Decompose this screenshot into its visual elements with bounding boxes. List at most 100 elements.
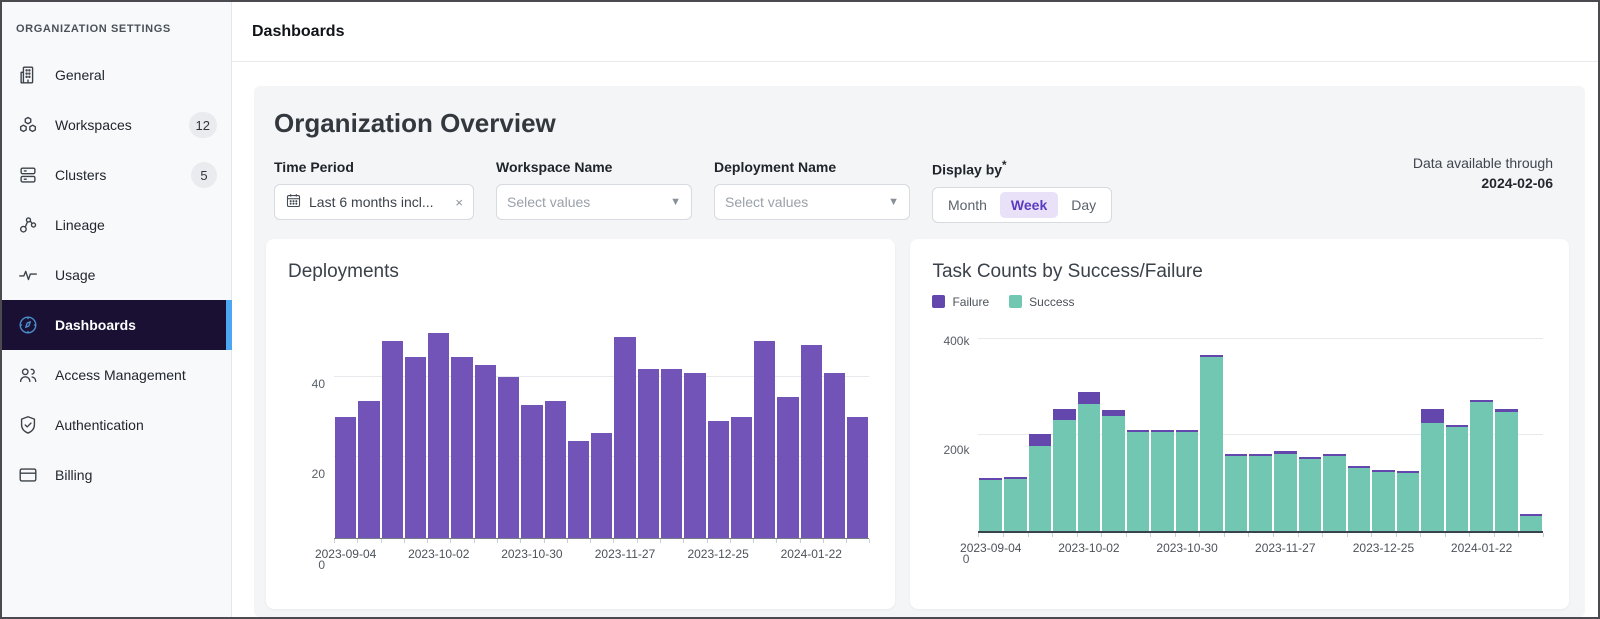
sidebar-item-authentication[interactable]: Authentication — [2, 400, 231, 450]
y-tick-label: 0 — [318, 557, 325, 572]
sidebar-item-label: Lineage — [55, 217, 105, 233]
bar — [1347, 325, 1371, 531]
bar-segment-failure — [1274, 450, 1297, 455]
bar — [1494, 325, 1518, 531]
bar-segment-success — [1249, 455, 1273, 531]
people-icon — [16, 363, 40, 387]
display-by-week-button[interactable]: Week — [999, 191, 1059, 218]
y-axis: 0 20 40 — [288, 317, 334, 571]
x-tick-label: 2023-12-25 — [1352, 540, 1415, 555]
bar — [335, 317, 357, 538]
bar-segment-failure — [1323, 453, 1346, 456]
bar-segment-success — [1102, 415, 1125, 531]
x-tick-label: 2023-09-04 — [960, 540, 1022, 555]
page-title: Dashboards — [252, 22, 345, 40]
bar — [1298, 325, 1322, 531]
plot-area — [978, 325, 1543, 533]
bar-segment-deployments — [637, 368, 659, 538]
legend-item-success: Success — [1009, 295, 1075, 309]
display-by-day-button[interactable]: Day — [1060, 192, 1107, 218]
deployments-chart-title: Deployments — [288, 260, 399, 282]
sidebar-item-access-management[interactable]: Access Management — [2, 350, 231, 400]
data-available-text: Data available through — [1412, 155, 1553, 171]
card-icon — [16, 463, 40, 487]
bar-segment-failure — [1151, 429, 1174, 432]
bar-segment-deployments — [474, 364, 496, 538]
bar-segment-success — [1151, 431, 1174, 531]
legend-swatch — [1009, 295, 1023, 309]
bar — [358, 317, 380, 538]
bar — [1053, 325, 1076, 531]
bar — [1421, 325, 1444, 531]
required-mark: * — [1002, 159, 1007, 172]
charts-row: Deployments 0 20 40 2023-09-04 2023-10-02 20… — [266, 238, 1569, 609]
bar — [1445, 325, 1469, 531]
bar — [684, 317, 706, 538]
x-axis-labels: 2023-09-04 2023-10-02 2023-10-30 2023-11-27… — [315, 546, 869, 565]
deployment-filter: Deployment Name Select values ▼ — [714, 159, 910, 220]
sidebar-item-general[interactable]: General — [2, 50, 231, 100]
bar-segment-failure — [1053, 409, 1076, 420]
chevron-down-icon: ▼ — [670, 196, 681, 208]
bar-segment-deployments — [823, 372, 846, 538]
bar — [1004, 325, 1027, 531]
gridline — [978, 433, 1543, 435]
bar — [730, 317, 753, 538]
organization-overview-panel: Organization Overview Time Period Last 6… — [254, 86, 1585, 617]
bar-segment-failure — [1396, 471, 1420, 474]
sidebar-item-dashboards[interactable]: Dashboards — [2, 300, 232, 350]
bar — [591, 317, 613, 538]
bar-segment-success — [1347, 467, 1371, 531]
bar — [1372, 325, 1395, 531]
x-tick-label: 2023-10-02 — [408, 546, 470, 561]
sidebar-item-usage[interactable]: Usage — [2, 250, 231, 300]
bar-segment-deployments — [684, 372, 706, 538]
bar — [1323, 325, 1346, 531]
time-period-label: Time Period — [274, 159, 354, 175]
chart-legend: Failure Success — [932, 295, 1543, 309]
clear-time-period-icon[interactable]: × — [455, 194, 463, 210]
bar-segment-failure — [1494, 409, 1518, 412]
bar — [800, 317, 822, 538]
gridline — [978, 338, 1543, 340]
bar-segment-failure — [1421, 409, 1444, 423]
bar — [428, 317, 450, 538]
bar — [1249, 325, 1273, 531]
gridline — [334, 375, 870, 377]
sidebar-item-label: Clusters — [55, 167, 107, 183]
cubes-icon — [16, 113, 40, 137]
sidebar-item-label: Usage — [55, 267, 96, 283]
x-tick-label: 2023-11-27 — [1255, 540, 1316, 555]
bar-segment-deployments — [428, 332, 450, 538]
deployment-select[interactable]: Select values ▼ — [714, 184, 910, 220]
sidebar-item-clusters[interactable]: Clusters 5 — [2, 150, 231, 200]
deployments-chart: 0 20 40 2023-09-04 2023-10-02 2023-10-30 2023… — [288, 317, 871, 572]
bar-segment-success — [1372, 472, 1395, 531]
bar-segment-deployments — [847, 417, 869, 538]
sidebar-item-workspaces[interactable]: Workspaces 12 — [2, 100, 231, 150]
bar-segment-success — [1421, 422, 1444, 531]
bar-segment-deployments — [451, 356, 473, 538]
bar — [404, 317, 427, 538]
bar-segment-success — [1053, 419, 1076, 531]
bar-segment-failure — [979, 477, 1003, 480]
plot-area — [334, 317, 870, 539]
main-area: Dashboards Organization Overview Time Pe… — [232, 2, 1598, 617]
sidebar-item-billing[interactable]: Billing — [2, 450, 231, 500]
workspace-label: Workspace Name — [496, 159, 613, 175]
count-badge: 5 — [191, 162, 217, 188]
sidebar-nav: General Workspaces 12 Clusters 5 Lineage Usage… — [2, 50, 232, 500]
bar — [823, 317, 846, 538]
bar-segment-failure — [1224, 453, 1248, 456]
time-period-input[interactable]: Last 6 months incl... × — [274, 184, 474, 220]
data-available: Data available through 2024-02-06 — [1413, 153, 1569, 191]
sidebar-item-lineage[interactable]: Lineage — [2, 200, 231, 250]
y-axis: 0 200k 400k — [932, 325, 978, 566]
bar-segment-deployments — [754, 340, 776, 538]
workspace-select[interactable]: Select values ▼ — [496, 184, 692, 220]
display-by-month-button[interactable]: Month — [937, 192, 998, 218]
sidebar-item-label: Workspaces — [55, 117, 132, 133]
bar-segment-success — [1445, 426, 1469, 531]
bar-segment-success — [1077, 404, 1101, 531]
